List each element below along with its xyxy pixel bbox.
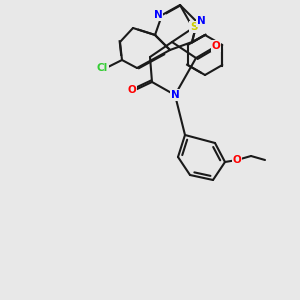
Text: N: N (196, 16, 206, 26)
Text: O: O (232, 155, 242, 165)
Text: O: O (128, 85, 136, 95)
Text: N: N (154, 10, 162, 20)
Text: O: O (212, 41, 220, 51)
Text: Cl: Cl (96, 63, 108, 73)
Text: N: N (171, 90, 179, 100)
Text: S: S (190, 22, 198, 32)
